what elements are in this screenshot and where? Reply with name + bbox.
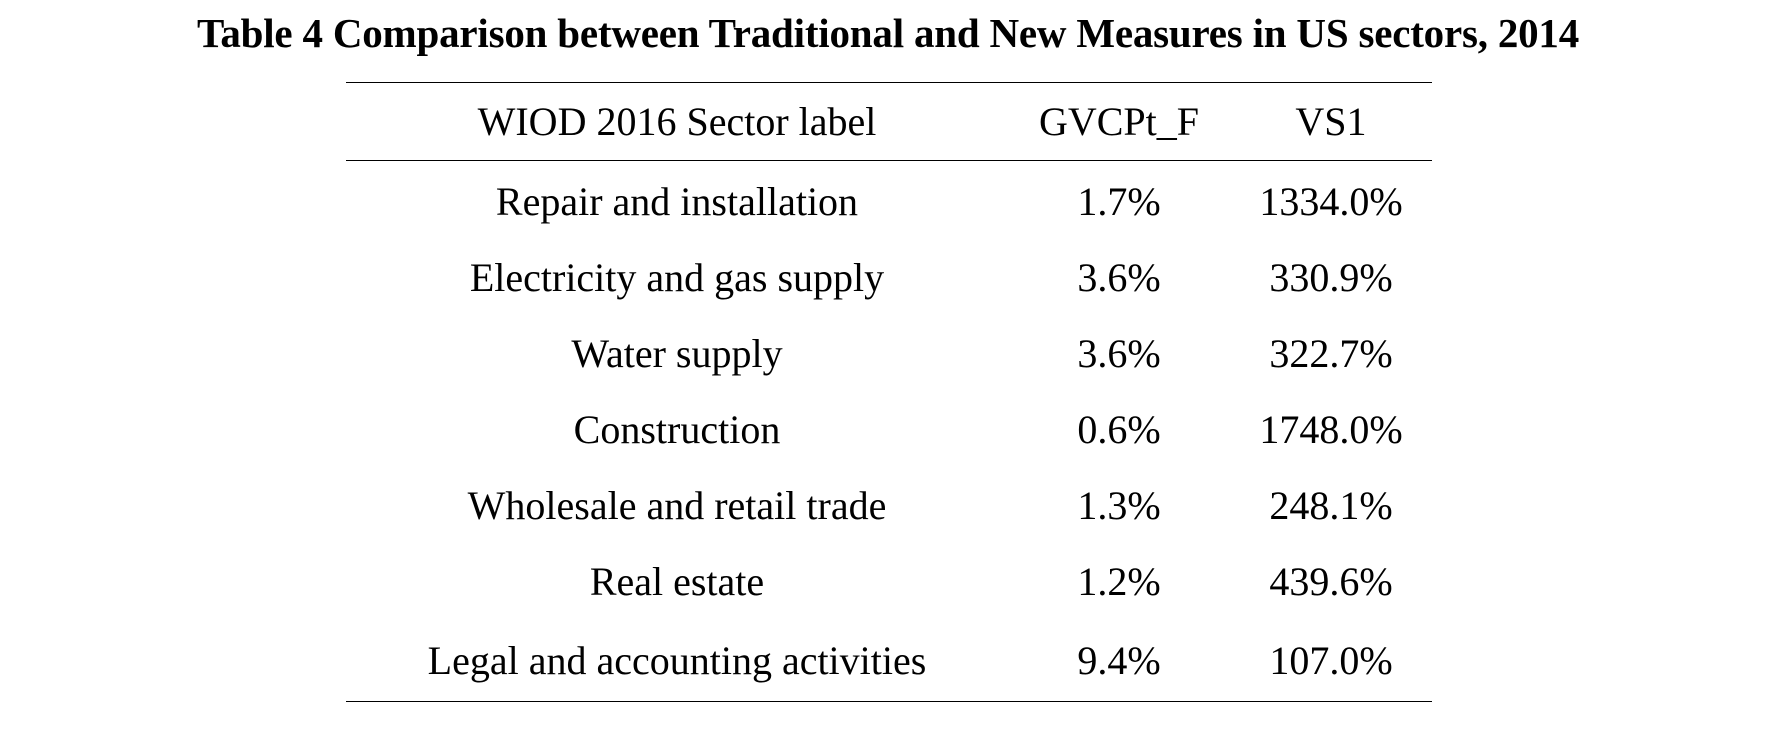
vs1-cell: 248.1% [1269,482,1393,528]
vs1-cell: 1748.0% [1259,406,1403,452]
table-header: WIOD 2016 Sector label GVCPt_F VS1 [346,82,1432,161]
comparison-table-container: WIOD 2016 Sector label GVCPt_F VS1 Repai… [346,82,1432,702]
table-row: Repair and installation 1.7% 1334.0% [346,161,1432,240]
gvcpt-f-cell: 9.4% [1077,637,1161,683]
gvcpt-f-cell: 3.6% [1077,254,1161,300]
gvcpt-f-cell: 1.2% [1077,558,1161,604]
gvcpt-f-cell: 0.6% [1077,406,1161,452]
vs1-cell: 107.0% [1269,637,1393,683]
vs1-cell: 439.6% [1269,558,1393,604]
header-gvcpt-f: GVCPt_F [1038,99,1200,144]
table-row: Legal and accounting activities 9.4% 107… [346,619,1432,702]
gvcpt-f-cell: 1.3% [1077,482,1161,528]
sector-cell: Legal and accounting activities [427,637,927,683]
sector-cell: Repair and installation [495,178,859,224]
table-row: Construction 0.6% 1748.0% [346,391,1432,467]
header-row: WIOD 2016 Sector label GVCPt_F VS1 [346,82,1432,161]
sector-cell: Electricity and gas supply [469,254,885,300]
vs1-cell: 330.9% [1269,254,1393,300]
table-body: Repair and installation 1.7% 1334.0% Ele… [346,161,1432,702]
vs1-cell: 322.7% [1269,330,1393,376]
table-row: Electricity and gas supply 3.6% 330.9% [346,239,1432,315]
table-row: Water supply 3.6% 322.7% [346,315,1432,391]
sector-cell: Real estate [589,558,765,604]
sector-cell: Wholesale and retail trade [467,482,887,528]
table-caption: Table 4 Comparison between Traditional a… [196,10,1580,56]
header-vs1: VS1 [1295,99,1367,144]
sector-cell: Water supply [571,330,783,376]
gvcpt-f-cell: 3.6% [1077,330,1161,376]
table-row: Real estate 1.2% 439.6% [346,543,1432,619]
table-row: Wholesale and retail trade 1.3% 248.1% [346,467,1432,543]
vs1-cell: 1334.0% [1259,178,1403,224]
header-sector-label: WIOD 2016 Sector label [477,99,877,144]
sector-cell: Construction [573,406,781,452]
gvcpt-f-cell: 1.7% [1077,178,1161,224]
comparison-table: WIOD 2016 Sector label GVCPt_F VS1 Repai… [346,82,1432,702]
